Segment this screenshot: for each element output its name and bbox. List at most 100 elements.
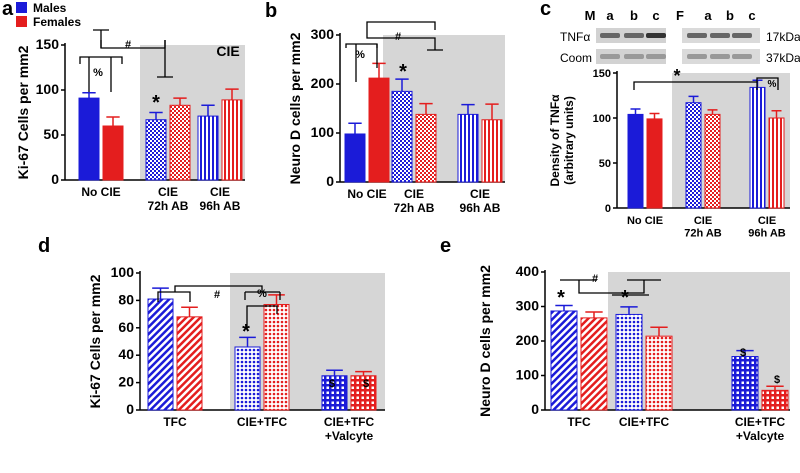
bar [481,119,503,183]
y-tick-label: 300 [516,298,540,314]
y-axis-label: Neuro D cells per mm2 [477,265,493,417]
blot-lane-label: a [704,8,712,23]
annotation: % [257,288,267,300]
error-bar [766,385,784,391]
panel-letter: a [2,0,14,20]
error-bar [419,102,433,115]
blot-band [710,33,730,38]
x-tick-label: CIE+TFC [619,415,670,429]
significance-bracket [366,21,443,51]
significance-bracket [560,279,661,294]
y-tick-label: 40 [118,346,134,362]
error-bar [82,91,96,99]
blot-row-label: Coom [560,51,592,65]
y-tick-label: 100 [516,367,540,383]
x-tick-label: CIE+TFC [237,415,288,429]
annotation: * [557,287,565,309]
error-bar [771,110,782,118]
blot-band [732,54,752,59]
annotation: $ [363,378,369,390]
bar [768,117,785,209]
x-tick-label: No CIE [81,185,120,199]
bar [263,304,290,411]
blot-lane-label: c [748,8,755,23]
significance-bracket [633,81,758,90]
y-tick-label: 0 [326,173,334,189]
error-bar [707,109,718,115]
legend-label: Males [33,1,67,15]
significance-bracket [345,43,378,48]
bar [685,102,702,209]
bar [646,118,663,209]
error-bar [348,122,362,134]
bar [580,317,608,411]
y-axis-label: Ki-67 Cells per mm2 [15,45,31,179]
y-tick-label: 200 [311,75,335,91]
blot-band [732,33,752,38]
error-bar [395,78,409,92]
x-tick-label: CIE+TFC +Valcyte [324,415,375,443]
annotation: * [673,66,680,86]
bar [615,313,643,411]
bar [176,316,203,411]
bar [457,113,479,183]
blot-size-label: 37kDa [766,51,800,65]
y-tick-label: 50 [599,158,611,170]
x-tick-label: CIE 72h AB [684,215,722,240]
annotation: * [152,92,160,114]
x-tick-label: CIE 72h AB [394,187,435,215]
bar [221,99,243,181]
error-bar [736,349,754,357]
blot-band [624,33,644,38]
panel-letter: d [38,235,50,257]
blot-lane-label: F [676,8,684,23]
x-tick-label: CIE 96h AB [748,215,786,240]
error-bar [239,336,256,347]
bar [704,113,721,209]
x-tick-label: CIE 96h AB [200,185,241,213]
blot-lane-label: b [726,8,734,23]
error-bar [181,306,198,317]
error-bar [225,88,239,100]
x-tick-label: CIE 72h AB [148,185,189,213]
x-tick-label: CIE+TFC +Valcyte [735,415,786,443]
bar [731,356,759,411]
bar [145,119,167,181]
annotation: # [592,273,598,285]
y-tick-label: 0 [605,203,611,215]
blot-row-label: TNFα [560,30,590,44]
legend-label: Females [33,15,81,29]
annotation: # [125,39,131,51]
blot-band [600,33,620,38]
y-axis-label: Ki-67 Cells per mm2 [87,274,103,408]
bar [368,77,390,183]
error-bar [688,95,699,103]
blot-lane-label: b [630,8,638,23]
error-bar [372,62,386,79]
blot-size-label: 17kDa [766,30,800,44]
error-bar [355,370,372,376]
bar [169,104,191,181]
bar [645,335,673,411]
x-tick-label: TFC [567,415,591,429]
annotation: * [621,287,629,309]
blot-band [646,54,666,59]
y-tick-label: 20 [118,374,134,390]
bar [344,133,366,183]
annotation: CIE [216,43,239,59]
y-tick-label: 0 [531,401,539,417]
bar [78,97,100,181]
annotation: $ [740,347,746,359]
y-tick-label: 150 [36,36,60,52]
x-tick-label: TFC [163,415,187,429]
y-tick-label: 400 [516,263,540,279]
error-bar [461,103,475,115]
bar [147,298,174,411]
bar [761,389,789,411]
significance-bracket [355,44,378,82]
error-bar [630,108,641,115]
bar [749,86,766,209]
bar [391,90,413,183]
legend-swatch [16,2,27,13]
